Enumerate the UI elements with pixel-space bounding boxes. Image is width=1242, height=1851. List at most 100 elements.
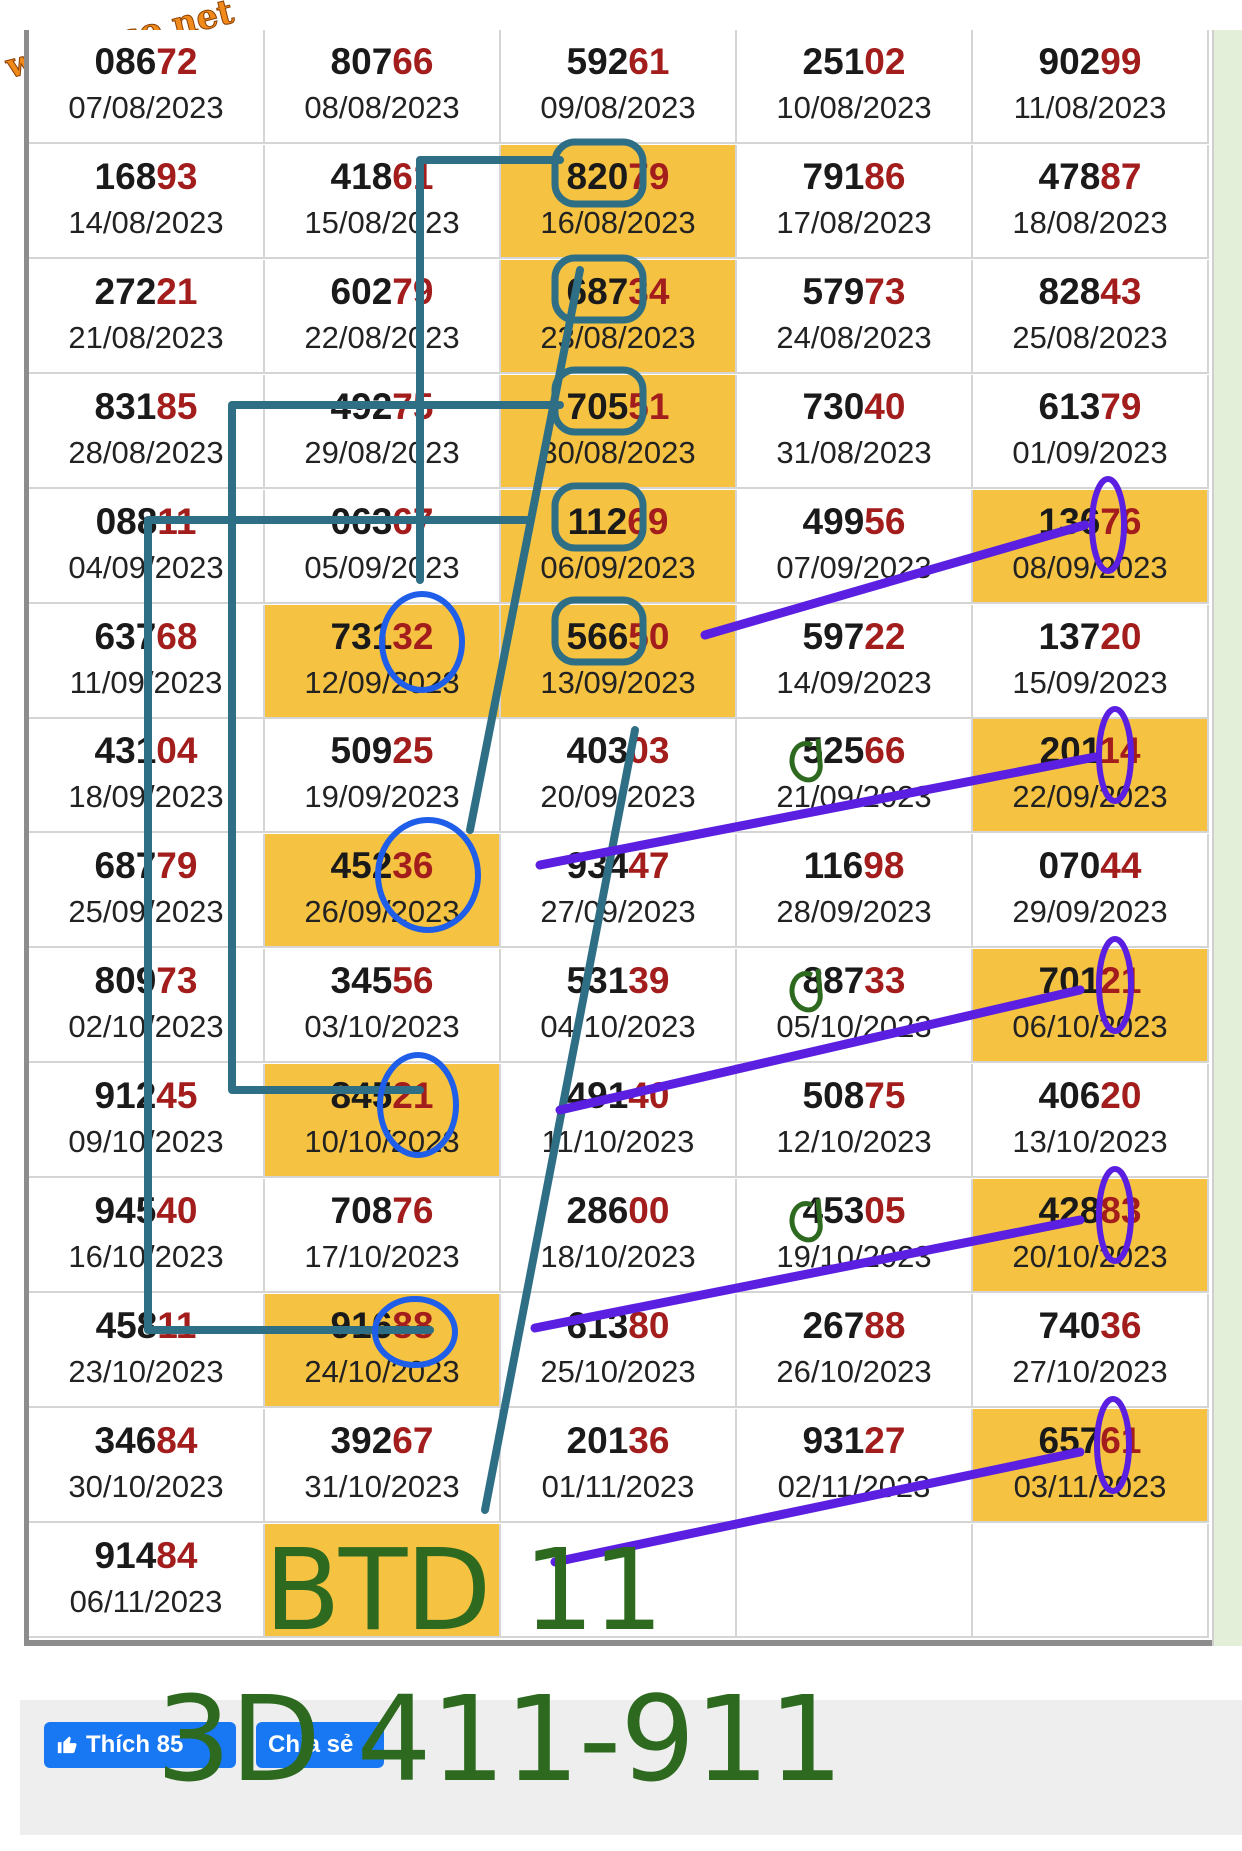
result-date: 03/11/2023 bbox=[1013, 1469, 1167, 1504]
result-cell: 56650 13/09/2023 bbox=[501, 605, 737, 719]
result-cell: 74036 27/10/2023 bbox=[973, 1294, 1209, 1408]
number-last-two-digits: 36 bbox=[1100, 1305, 1142, 1346]
number-prefix: 201 bbox=[566, 1420, 629, 1461]
result-number: 07044 bbox=[973, 844, 1207, 888]
purple-circle bbox=[1096, 936, 1134, 1034]
result-number: 34684 bbox=[29, 1419, 263, 1463]
result-cell: 34556 03/10/2023 bbox=[265, 949, 501, 1063]
teal-box bbox=[551, 366, 647, 436]
purple-circles bbox=[1089, 476, 1134, 1494]
result-number: 70121 bbox=[973, 959, 1207, 1003]
blue-circle bbox=[377, 1052, 459, 1158]
result-date: 27/09/2023 bbox=[540, 894, 696, 929]
number-prefix: 831 bbox=[94, 386, 157, 427]
result-date: 07/08/2023 bbox=[68, 90, 224, 125]
like-button[interactable]: Thích 85 bbox=[44, 1722, 236, 1768]
number-prefix: 392 bbox=[330, 1420, 393, 1461]
blue-circle bbox=[375, 817, 481, 933]
number-last-two-digits: 99 bbox=[1100, 41, 1142, 82]
number-prefix: 137 bbox=[1038, 616, 1101, 657]
number-prefix: 403 bbox=[566, 730, 629, 771]
result-number: 82843 bbox=[973, 270, 1207, 314]
number-last-two-digits: 56 bbox=[864, 501, 906, 542]
result-date: 06/09/2023 bbox=[540, 550, 696, 585]
number-prefix: 508 bbox=[802, 1075, 865, 1116]
result-cell: 50925 19/09/2023 bbox=[265, 719, 501, 833]
result-date: 18/08/2023 bbox=[1012, 205, 1168, 240]
result-date: 14/08/2023 bbox=[68, 205, 224, 240]
number-last-two-digits: 83 bbox=[1100, 1190, 1142, 1231]
result-cell: 91484 06/11/2023 bbox=[29, 1524, 265, 1638]
result-cell: 07044 29/09/2023 bbox=[973, 834, 1209, 948]
number-last-two-digits: 02 bbox=[864, 41, 906, 82]
thumbs-up-icon bbox=[57, 1736, 77, 1754]
result-cell: 11698 28/09/2023 bbox=[737, 834, 973, 948]
result-cell: 79186 17/08/2023 bbox=[737, 145, 973, 259]
number-last-two-digits: 66 bbox=[864, 730, 906, 771]
purple-line bbox=[550, 1447, 1085, 1567]
number-prefix: 286 bbox=[566, 1190, 629, 1231]
number-prefix: 418 bbox=[330, 156, 393, 197]
number-last-two-digits: 66 bbox=[392, 41, 434, 82]
result-date: 18/10/2023 bbox=[540, 1239, 696, 1274]
green-check-marks bbox=[789, 738, 823, 1243]
teal-box bbox=[551, 482, 647, 552]
result-date: 16/08/2023 bbox=[540, 205, 696, 240]
number-prefix: 525 bbox=[802, 730, 865, 771]
number-prefix: 887 bbox=[802, 960, 865, 1001]
result-number: 40620 bbox=[973, 1074, 1207, 1118]
result-date: 20/10/2023 bbox=[1012, 1239, 1168, 1274]
result-cell: 59261 09/08/2023 bbox=[501, 30, 737, 144]
teal-box bbox=[551, 254, 647, 324]
teal-connector-lines bbox=[144, 156, 639, 1514]
purple-lines bbox=[530, 520, 1100, 1567]
number-prefix: 267 bbox=[802, 1305, 865, 1346]
btd-annotation: BTD 11 bbox=[264, 1526, 664, 1656]
result-number: 52566 bbox=[737, 729, 971, 773]
result-date: 30/10/2023 bbox=[68, 1469, 224, 1504]
result-number: 82079 bbox=[501, 155, 735, 199]
result-date: 03/10/2023 bbox=[304, 1009, 460, 1044]
purple-line bbox=[555, 985, 1085, 1115]
result-date: 27/10/2023 bbox=[1012, 1354, 1168, 1389]
number-last-two-digits: 00 bbox=[628, 1190, 670, 1231]
teal-box bbox=[551, 596, 647, 666]
result-date: 11/08/2023 bbox=[1013, 90, 1167, 125]
result-number: 53139 bbox=[501, 959, 735, 1003]
result-date: 22/09/2023 bbox=[1012, 779, 1168, 814]
teal-line bbox=[416, 156, 564, 584]
number-prefix: 708 bbox=[330, 1190, 393, 1231]
result-date: 15/08/2023 bbox=[304, 205, 460, 240]
share-button[interactable]: Chia sẻ bbox=[256, 1722, 384, 1768]
number-prefix: 931 bbox=[802, 1420, 865, 1461]
number-last-two-digits: 87 bbox=[1100, 156, 1142, 197]
number-prefix: 914 bbox=[94, 1535, 157, 1576]
result-number: 60279 bbox=[265, 270, 499, 314]
result-number: 39267 bbox=[265, 1419, 499, 1463]
number-last-two-digits: 79 bbox=[628, 156, 670, 197]
teal-digit-boxes bbox=[551, 138, 647, 666]
number-prefix: 251 bbox=[802, 41, 865, 82]
result-number: 34556 bbox=[265, 959, 499, 1003]
result-number: 61379 bbox=[973, 385, 1207, 429]
number-last-two-digits: 36 bbox=[392, 845, 434, 886]
number-prefix: 730 bbox=[802, 386, 865, 427]
result-cell: 27221 21/08/2023 bbox=[29, 260, 265, 374]
result-number: 56650 bbox=[501, 615, 735, 659]
number-last-two-digits: 40 bbox=[156, 1190, 198, 1231]
result-date: 24/08/2023 bbox=[776, 320, 932, 355]
side-strip bbox=[1212, 30, 1242, 1646]
result-date: 13/09/2023 bbox=[540, 665, 696, 700]
result-cell: 80766 08/08/2023 bbox=[265, 30, 501, 144]
blue-circle bbox=[379, 591, 465, 693]
number-last-two-digits: 04 bbox=[156, 730, 198, 771]
number-last-two-digits: 79 bbox=[392, 271, 434, 312]
number-last-two-digits: 84 bbox=[156, 1535, 198, 1576]
number-last-two-digits: 88 bbox=[864, 1305, 906, 1346]
result-cell: 41861 15/08/2023 bbox=[265, 145, 501, 259]
number-prefix: 592 bbox=[566, 41, 629, 82]
number-last-two-digits: 44 bbox=[1100, 845, 1142, 886]
number-prefix: 509 bbox=[330, 730, 393, 771]
result-number: 79186 bbox=[737, 155, 971, 199]
